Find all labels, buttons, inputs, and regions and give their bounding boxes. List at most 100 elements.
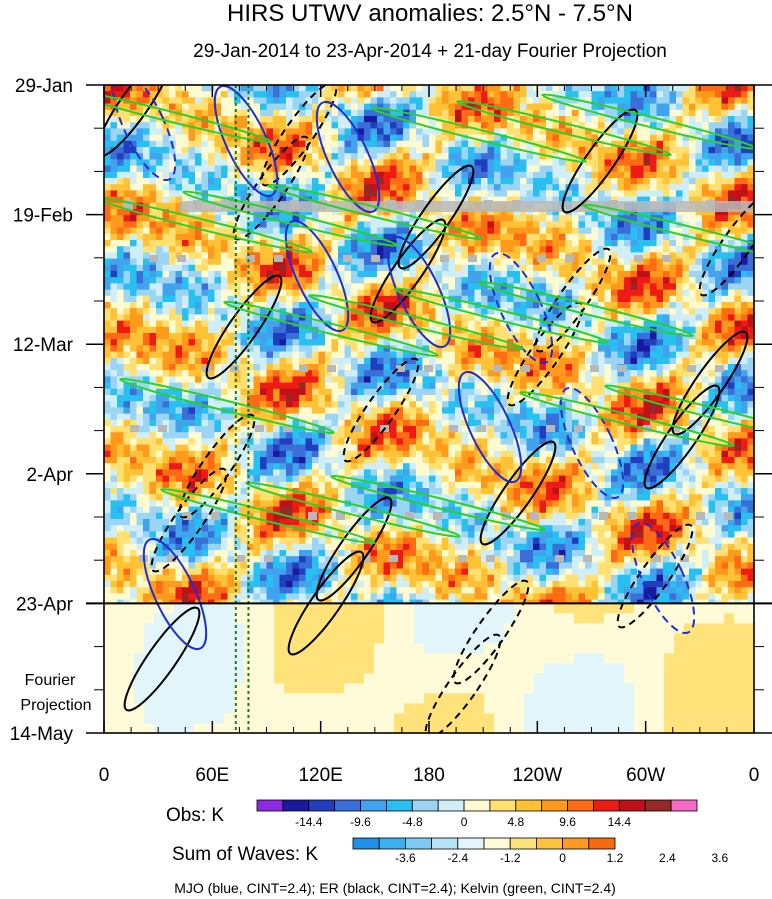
- heatmap-cell: [507, 314, 515, 322]
- heatmap-cell: [442, 116, 450, 123]
- heatmap-cell: [650, 178, 658, 185]
- heatmap-cell: [637, 264, 645, 272]
- heatmap-cell: [279, 289, 287, 297]
- heatmap-cell: [455, 233, 463, 241]
- heatmap-cell: [539, 134, 547, 142]
- heatmap-cell: [572, 264, 580, 272]
- heatmap-cell: [676, 171, 684, 179]
- heatmap-cell: [370, 283, 378, 291]
- heatmap-cell: [591, 134, 599, 142]
- heatmap-cell: [123, 116, 131, 123]
- heatmap-cell: [429, 140, 437, 148]
- heatmap-cell: [487, 190, 495, 198]
- heatmap-cell: [637, 184, 645, 191]
- heatmap-cell: [546, 351, 554, 359]
- heatmap-cell: [175, 345, 183, 353]
- heatmap-cell: [169, 103, 177, 111]
- heatmap-cell: [500, 252, 508, 260]
- heatmap-cell: [539, 314, 547, 322]
- heatmap-cell: [734, 122, 742, 129]
- heatmap-cell: [598, 103, 606, 111]
- heatmap-cell: [221, 252, 229, 260]
- heatmap-cell: [689, 221, 697, 229]
- heatmap-cell: [149, 196, 157, 204]
- heatmap-cell: [253, 295, 261, 303]
- heatmap-cell: [273, 314, 281, 322]
- heatmap-cell: [682, 190, 690, 198]
- heatmap-cell: [507, 140, 515, 148]
- heatmap-cell: [591, 122, 599, 129]
- heatmap-cell: [344, 271, 352, 278]
- heatmap-cell: [383, 364, 391, 371]
- heatmap-cell: [520, 320, 528, 328]
- heatmap-cell: [507, 240, 515, 247]
- heatmap-cell: [643, 190, 651, 198]
- heatmap-cell: [266, 283, 274, 291]
- heatmap-cell: [305, 295, 313, 303]
- heatmap-cell: [351, 370, 359, 377]
- heatmap-cell: [656, 376, 664, 384]
- heatmap-cell: [266, 103, 274, 111]
- heatmap-cell: [747, 339, 754, 346]
- heatmap-cell: [117, 184, 125, 191]
- heatmap-cell: [117, 320, 125, 328]
- heatmap-cell: [234, 171, 242, 179]
- heatmap-cell: [533, 209, 541, 216]
- heatmap-cell: [214, 252, 222, 260]
- heatmap-cell: [591, 233, 599, 241]
- heatmap-cell: [403, 159, 411, 167]
- heatmap-cell: [643, 159, 651, 167]
- heatmap-cell: [273, 376, 281, 384]
- heatmap-cell: [637, 271, 645, 278]
- heatmap-cell: [468, 357, 476, 365]
- heatmap-cell: [513, 252, 521, 260]
- heatmap-cell: [156, 190, 164, 198]
- heatmap-cell: [630, 388, 638, 396]
- heatmap-cell: [637, 159, 645, 167]
- heatmap-cell: [351, 190, 359, 198]
- heatmap-cell: [182, 388, 190, 396]
- heatmap-cell: [591, 227, 599, 235]
- heatmap-cell: [442, 240, 450, 247]
- heatmap-cell: [565, 364, 573, 371]
- heatmap-cell: [149, 184, 157, 191]
- heatmap-cell: [494, 227, 502, 235]
- heatmap-cell: [117, 302, 125, 309]
- heatmap-cell: [162, 171, 170, 179]
- heatmap-cell: [520, 240, 528, 247]
- heatmap-cell: [630, 85, 638, 92]
- heatmap-cell: [318, 320, 326, 328]
- heatmap-cell: [299, 283, 307, 291]
- heatmap-cell: [240, 171, 248, 179]
- heatmap-cell: [611, 271, 619, 278]
- heatmap-cell: [429, 215, 437, 222]
- heatmap-cell: [104, 370, 112, 377]
- heatmap-cell: [643, 171, 651, 179]
- heatmap-cell: [357, 314, 365, 322]
- heatmap-cell: [481, 295, 489, 303]
- heatmap-cell: [247, 289, 255, 297]
- heatmap-cell: [507, 97, 515, 105]
- heatmap-cell: [182, 339, 190, 346]
- heatmap-cell: [500, 227, 508, 235]
- heatmap-cell: [409, 91, 417, 98]
- heatmap-cell: [533, 382, 541, 390]
- heatmap-cell: [247, 209, 255, 216]
- heatmap-cell: [403, 215, 411, 222]
- heatmap-cell: [292, 333, 300, 340]
- heatmap-cell: [598, 190, 606, 198]
- heatmap-cell: [734, 246, 742, 253]
- heatmap-cell: [325, 178, 333, 185]
- heatmap-cell: [227, 370, 235, 377]
- heatmap-cell: [552, 109, 560, 117]
- heatmap-cell: [247, 85, 255, 92]
- heatmap-cell: [416, 333, 424, 340]
- heatmap-cell: [240, 246, 248, 253]
- heatmap-cell: [617, 246, 625, 253]
- heatmap-cell: [455, 283, 463, 291]
- heatmap-cell: [526, 227, 534, 235]
- heatmap-cell: [188, 295, 196, 303]
- heatmap-cell: [123, 128, 131, 136]
- heatmap-cell: [260, 109, 268, 117]
- heatmap-cell: [253, 215, 261, 222]
